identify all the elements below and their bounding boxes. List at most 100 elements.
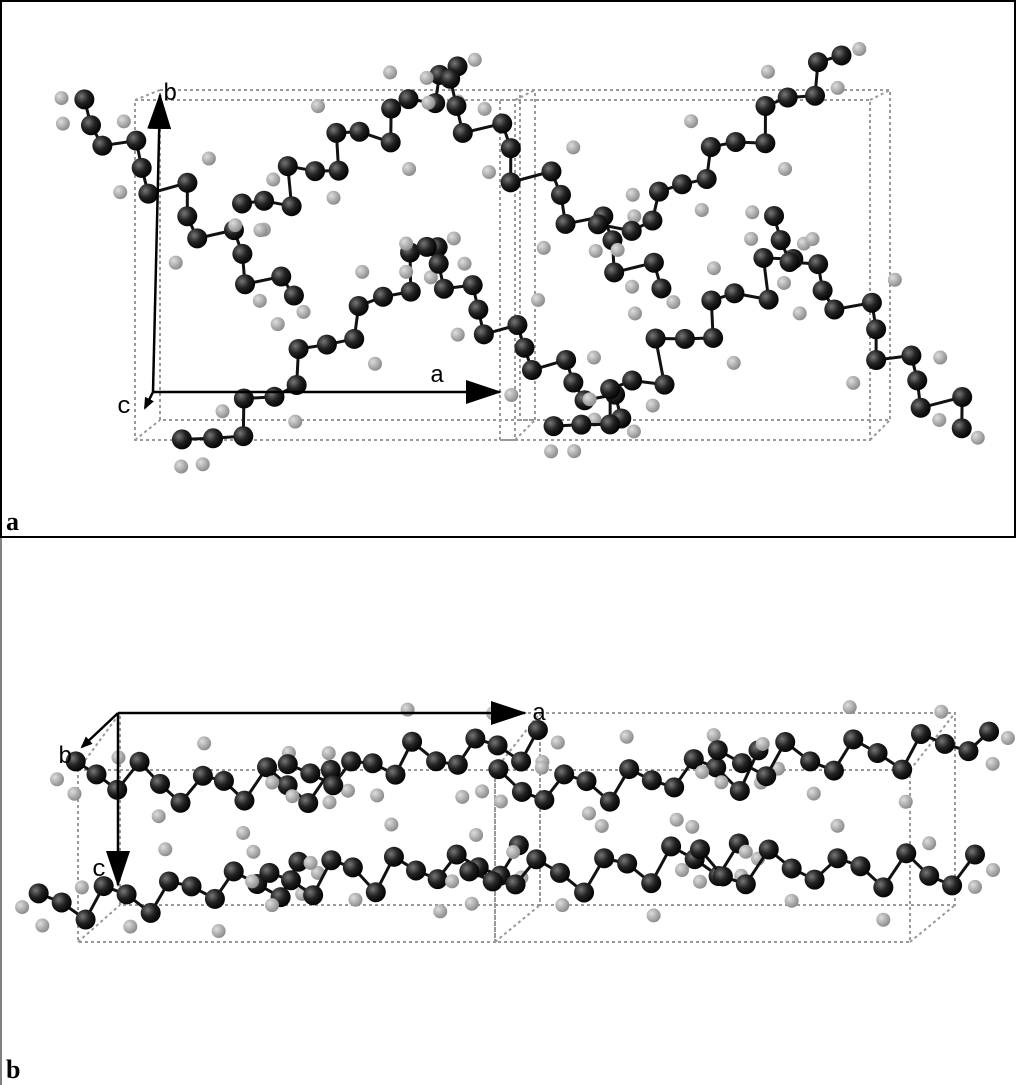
hydrogen-atom	[457, 256, 472, 271]
panel-frame	[0, 0, 1016, 538]
carbon-atom	[850, 856, 871, 877]
carbon-atom	[672, 174, 693, 195]
hydrogen-atom	[805, 232, 820, 247]
carbon-atom	[866, 350, 887, 371]
hydrogen-atom	[586, 350, 601, 365]
carbon-atom	[617, 853, 638, 874]
carbon-atom	[349, 121, 370, 142]
carbon-atom	[385, 764, 406, 785]
carbon-atom	[827, 848, 848, 869]
axis-arrow	[143, 391, 155, 410]
carbon-atom	[587, 214, 608, 235]
carbon-atom	[320, 759, 341, 780]
hydrogen-atom	[54, 91, 69, 106]
hydrogen-atom	[423, 270, 438, 285]
hydrogen-atom	[296, 304, 311, 319]
hydrogen-atom	[898, 794, 913, 809]
carbon-atom	[233, 388, 254, 409]
carbon-atom	[232, 243, 253, 264]
hydrogen-atom	[211, 924, 226, 939]
carbon-atom	[642, 210, 663, 231]
hydrogen-atom	[321, 746, 336, 761]
hydrogen-atom	[619, 729, 634, 744]
carbon-atom	[51, 892, 72, 913]
hydrogen-atom	[970, 430, 985, 445]
axis-label: a	[532, 701, 546, 728]
hydrogen-atom	[322, 795, 337, 810]
hydrogen-atom	[348, 892, 363, 907]
carbon-atom	[556, 349, 577, 370]
carbon-atom	[440, 68, 461, 89]
hydrogen-atom	[588, 243, 603, 258]
carbon-atom	[910, 397, 931, 418]
hydrogen-atom	[1000, 731, 1015, 746]
carbon-atom	[651, 278, 672, 299]
carbon-atom	[447, 754, 468, 775]
carbon-atom	[563, 372, 584, 393]
carbon-atom	[554, 764, 575, 785]
carbon-atom	[171, 429, 192, 450]
carbon-atom	[645, 328, 666, 349]
carbon-atom	[427, 869, 448, 890]
carbon-atom	[543, 416, 564, 437]
hydrogen-atom	[646, 908, 661, 923]
carbon-atom	[277, 754, 298, 775]
carbon-atom	[286, 375, 307, 396]
carbon-atom	[873, 877, 894, 898]
carbon-atom	[755, 95, 776, 116]
hydrogen-atom	[433, 904, 448, 919]
hydrogen-atom	[506, 845, 521, 860]
carbon-atom	[234, 790, 255, 811]
carbon-atom	[446, 844, 467, 865]
carbon-atom	[664, 777, 685, 798]
carbon-atom	[831, 45, 852, 66]
carbon-atom	[919, 865, 940, 886]
carbon-atom	[204, 888, 225, 909]
carbon-atom	[321, 850, 342, 871]
hydrogen-atom	[326, 190, 341, 205]
carbon-atom	[281, 196, 302, 217]
carbon-atom	[550, 184, 571, 205]
carbon-atom	[462, 275, 483, 296]
carbon-atom	[505, 874, 526, 895]
hydrogen-atom	[933, 350, 948, 365]
carbon-atom	[187, 228, 208, 249]
carbon-atom	[735, 874, 756, 895]
hydrogen-atom	[215, 404, 230, 419]
hydrogen-atom	[116, 114, 131, 129]
unit-cell	[499, 89, 891, 441]
carbon-atom	[527, 719, 548, 740]
hydrogen-atom	[174, 459, 189, 474]
hydrogen-atom	[288, 414, 303, 429]
hydrogen-atom	[55, 116, 70, 131]
hydrogen-atom	[246, 844, 261, 859]
carbon-atom	[426, 751, 447, 772]
hydrogen-atom	[399, 264, 414, 279]
hydrogen-atom	[582, 392, 597, 407]
carbon-atom	[316, 334, 337, 355]
axes-b: a b c	[58, 701, 546, 887]
hydrogen-atom	[195, 457, 210, 472]
carbon-atom	[28, 883, 49, 904]
hydrogen-atom	[467, 52, 482, 67]
hydrogen-atom	[685, 819, 700, 834]
carbon-atom	[264, 386, 285, 407]
hydrogen-atom	[383, 65, 398, 80]
hydrogen-atom	[123, 919, 138, 934]
hydrogen-atom	[252, 293, 267, 308]
hydrogen-atom	[482, 165, 497, 180]
hydrogen-atom	[695, 764, 710, 779]
carbon-atom	[690, 839, 710, 860]
hydrogen-atom	[464, 896, 479, 911]
hydrogen-atom	[446, 231, 461, 246]
carbon-atom	[594, 848, 615, 869]
hydrogen-atom	[806, 786, 821, 801]
carbon-atom	[732, 753, 753, 774]
carbon-atom	[344, 328, 365, 349]
carbon-atom	[805, 85, 826, 106]
carbon-atom	[896, 843, 917, 864]
carbon-atom	[641, 770, 662, 791]
carbon-atom	[328, 160, 349, 181]
carbon-atom	[159, 871, 180, 892]
